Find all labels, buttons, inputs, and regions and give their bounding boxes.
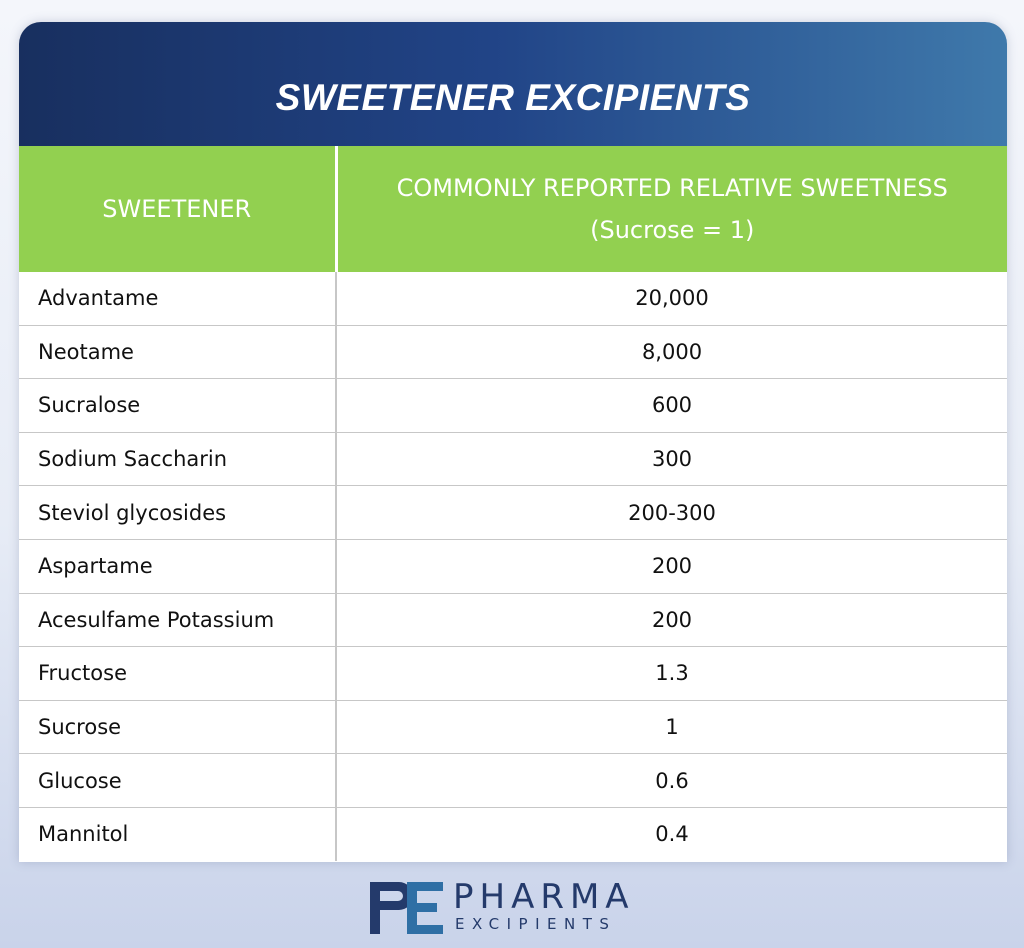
table-row: Fructose 1.3 — [19, 646, 1007, 701]
sweetener-name: Sodium Saccharin — [19, 432, 337, 487]
sweetener-name: Steviol glycosides — [19, 485, 337, 540]
table-row: Sodium Saccharin 300 — [19, 432, 1007, 487]
relative-sweetness-value: 8,000 — [336, 325, 1007, 380]
pe-monogram-icon — [370, 882, 443, 934]
relative-sweetness-value: 200 — [336, 539, 1007, 594]
table-row: Advantame 20,000 — [19, 272, 1007, 326]
relative-sweetness-value: 300 — [336, 432, 1007, 487]
table-row: Glucose 0.6 — [19, 753, 1007, 808]
relative-sweetness-value: 1.3 — [336, 646, 1007, 701]
table-header-row: SWEETENER COMMONLY REPORTED RELATIVE SWE… — [19, 146, 1007, 272]
table-row: Steviol glycosides 200-300 — [19, 485, 1007, 540]
table-row: Neotame 8,000 — [19, 325, 1007, 380]
logo-wordmark: PHARMA — [453, 877, 635, 917]
relative-sweetness-value: 0.6 — [336, 753, 1007, 808]
page-title: SWEETENER EXCIPIENTS — [275, 77, 751, 118]
sweetener-table: SWEETENER COMMONLY REPORTED RELATIVE SWE… — [19, 146, 1007, 861]
title-banner: SWEETENER EXCIPIENTS — [19, 22, 1007, 146]
sweetener-name: Acesulfame Potassium — [19, 593, 337, 648]
table-row: Acesulfame Potassium 200 — [19, 593, 1007, 648]
sweetener-name: Sucralose — [19, 378, 337, 433]
sweetener-card: SWEETENER EXCIPIENTS SWEETENER COMMONLY … — [19, 22, 1007, 862]
table-row: Sucralose 600 — [19, 378, 1007, 433]
relative-sweetness-value: 600 — [336, 378, 1007, 433]
column-header-relative-sweetness-label: COMMONLY REPORTED RELATIVE SWEETNESS — [396, 174, 948, 202]
sweetener-name: Glucose — [19, 753, 337, 808]
column-header-sweetener: SWEETENER — [19, 146, 336, 272]
column-header-relative-sweetness-note: (Sucrose = 1) — [590, 216, 755, 244]
sweetener-name: Fructose — [19, 646, 337, 701]
table-row: Sucrose 1 — [19, 700, 1007, 755]
sweetener-name: Advantame — [19, 272, 337, 326]
table-row: Aspartame 200 — [19, 539, 1007, 594]
column-header-relative-sweetness: COMMONLY REPORTED RELATIVE SWEETNESS (Su… — [334, 146, 1007, 272]
pharma-excipients-logo: PHARMA EXCIPIENTS — [369, 877, 654, 936]
table-row: Mannitol 0.4 — [19, 807, 1007, 861]
sweetener-name: Aspartame — [19, 539, 337, 594]
sweetener-name: Neotame — [19, 325, 337, 380]
relative-sweetness-value: 200 — [336, 593, 1007, 648]
relative-sweetness-value: 200-300 — [336, 485, 1007, 540]
relative-sweetness-value: 1 — [336, 700, 1007, 755]
relative-sweetness-value: 20,000 — [336, 272, 1007, 326]
sweetener-name: Mannitol — [19, 807, 337, 861]
sweetener-name: Sucrose — [19, 700, 337, 755]
logo-subtitle: EXCIPIENTS — [455, 915, 617, 933]
relative-sweetness-value: 0.4 — [655, 822, 689, 847]
